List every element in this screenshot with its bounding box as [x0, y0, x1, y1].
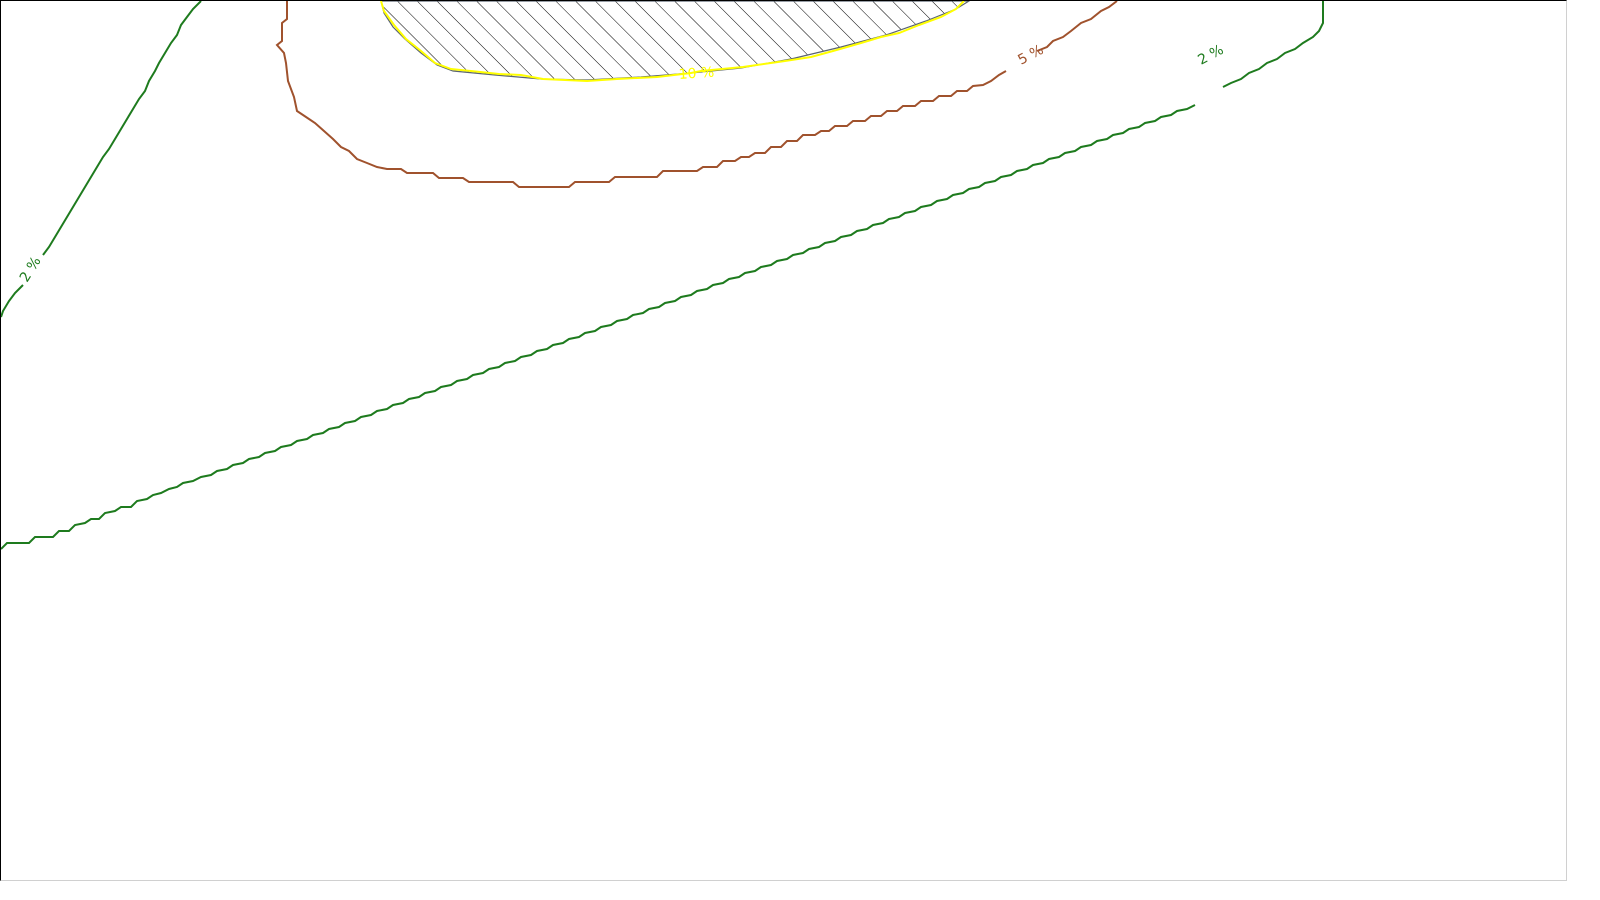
contour-10pct-line — [380, 1, 965, 83]
contour-2pct-main-line-final — [1222, 1, 1324, 88]
contour-5pct-line-tail — [1036, 1, 1118, 52]
hatched-zone — [380, 1, 971, 81]
map-canvas[interactable]: 5 % 10 % 2 % 2 % — [0, 0, 1567, 881]
contour-2pct-left-line — [42, 1, 202, 256]
contour-2pct-main-line-top — [1223, 1, 1327, 87]
contour-10pct-label: 10 % — [678, 65, 715, 83]
contour-2pct-left-label: 2 % — [17, 254, 45, 285]
contour-map: 5 % 10 % 2 % 2 % — [1, 1, 1353, 550]
contour-2pct-main-line-tail — [1225, 1, 1353, 87]
contour-5pct-line — [275, 1, 1007, 188]
contour-2pct-main-line — [1, 104, 1196, 550]
contour-2pct-main-label: 2 % — [1195, 42, 1226, 69]
contour-5pct-label: 5 % — [1015, 42, 1046, 69]
contour-2pct-left-line-tail — [1, 284, 24, 318]
